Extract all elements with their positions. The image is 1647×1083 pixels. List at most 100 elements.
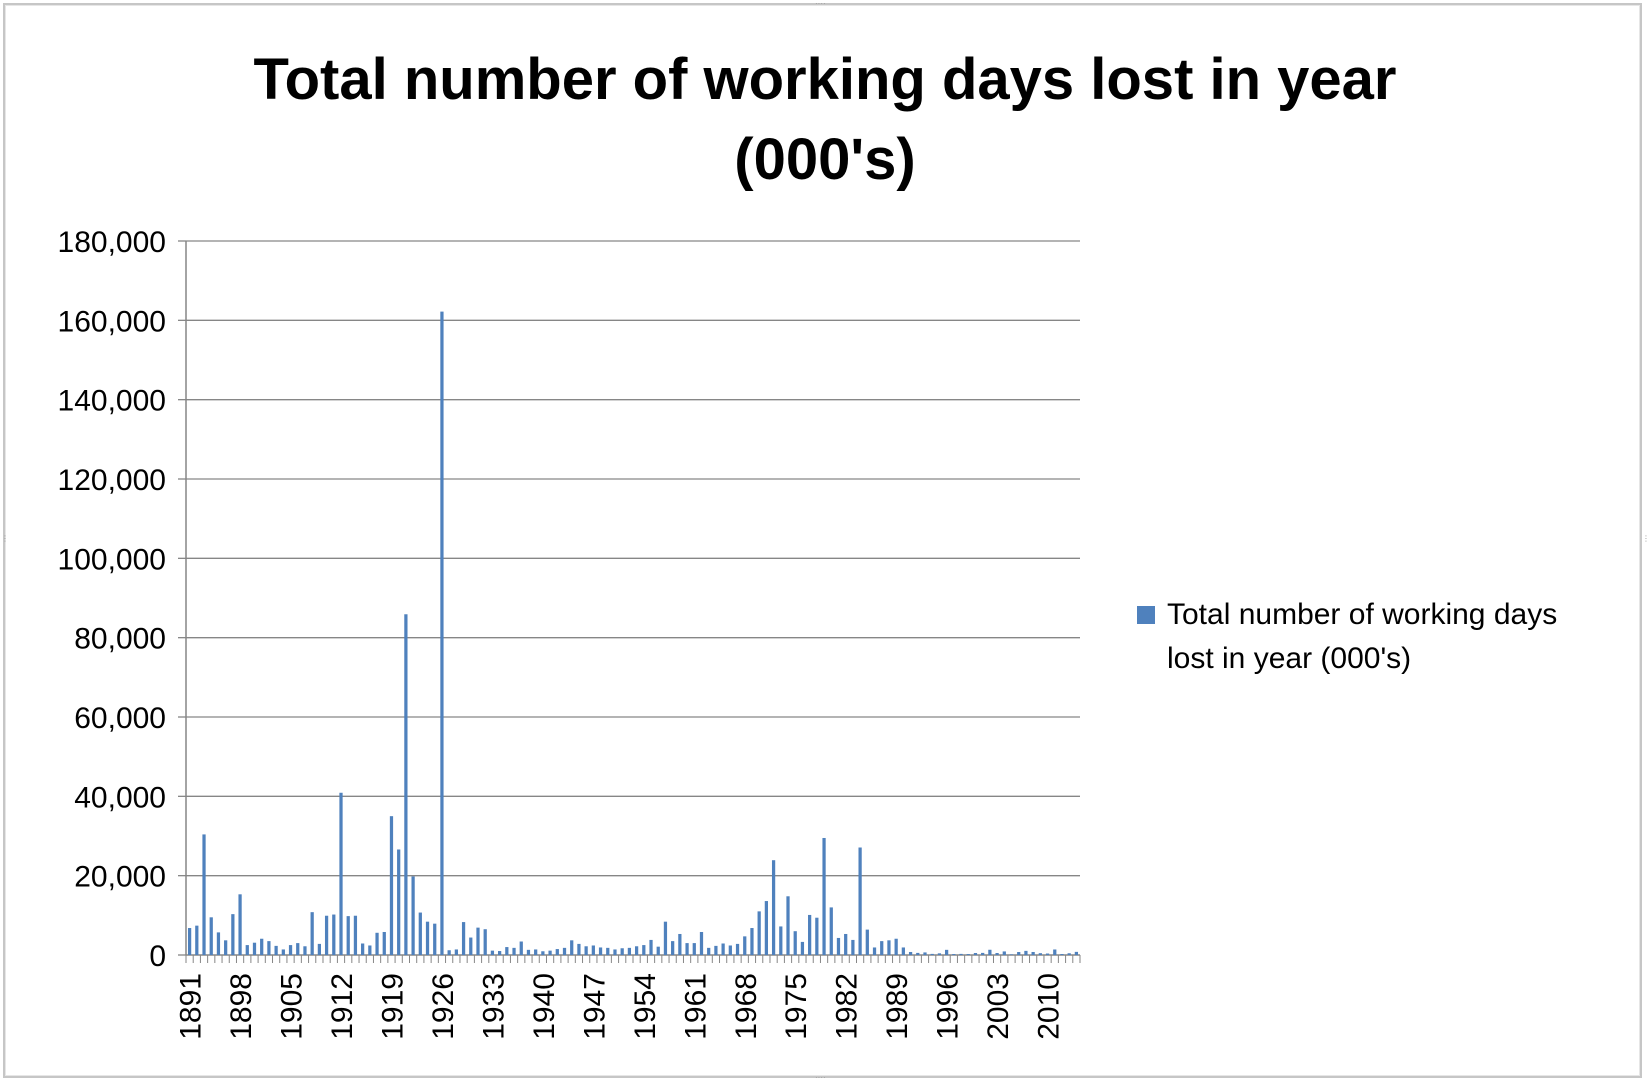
y-tick-label: 20,000 xyxy=(74,861,166,894)
bar xyxy=(224,940,228,955)
x-tick-label: 1982 xyxy=(831,973,864,1040)
bar xyxy=(649,939,653,955)
bar xyxy=(584,946,588,955)
bar xyxy=(1045,953,1050,955)
bar xyxy=(389,816,394,955)
y-tick-label: 160,000 xyxy=(58,305,166,338)
bar xyxy=(872,947,877,955)
bar xyxy=(714,945,718,955)
bar xyxy=(541,951,545,955)
legend-label-line-2: lost in year (000's) xyxy=(1167,642,1412,675)
bar xyxy=(880,941,884,955)
legend-label: Total number of working days lost in yea… xyxy=(1167,593,1617,681)
bar xyxy=(865,929,869,955)
bar xyxy=(656,946,660,955)
bar xyxy=(735,943,740,955)
bar xyxy=(894,938,898,955)
x-tick-label: 2010 xyxy=(1033,973,1066,1040)
bar xyxy=(310,912,314,955)
bar xyxy=(1031,951,1035,955)
bar xyxy=(598,947,603,955)
bar xyxy=(678,933,682,955)
x-tick-label: 1989 xyxy=(881,973,914,1040)
bar xyxy=(361,943,365,955)
bar xyxy=(793,931,797,955)
bar xyxy=(606,947,610,955)
bar xyxy=(570,940,574,955)
y-tick-label: 40,000 xyxy=(74,781,166,814)
bar xyxy=(685,943,689,955)
bar xyxy=(937,953,942,955)
resize-handle-top[interactable]: ···· xyxy=(815,0,826,8)
resize-handle-bottom[interactable]: ···· xyxy=(815,1073,826,1082)
y-tick-label: 120,000 xyxy=(58,464,166,497)
bar xyxy=(526,949,531,955)
bar xyxy=(411,876,415,955)
bar xyxy=(908,951,913,955)
bar xyxy=(375,932,379,955)
bar xyxy=(836,937,841,955)
y-tick-label: 180,000 xyxy=(58,226,166,259)
bar xyxy=(296,943,300,955)
bar xyxy=(353,915,358,955)
bar xyxy=(613,949,617,955)
bar xyxy=(728,945,732,955)
bar xyxy=(425,921,430,955)
resize-handle-right[interactable]: ⋮ xyxy=(1642,534,1647,543)
bar xyxy=(1053,949,1057,955)
bar xyxy=(252,942,257,955)
bar xyxy=(591,945,595,955)
bar xyxy=(534,949,538,955)
x-tick-label: 1975 xyxy=(780,973,813,1040)
bar xyxy=(995,953,999,955)
bar xyxy=(757,911,761,955)
bar xyxy=(692,943,696,955)
x-tick-label: 1891 xyxy=(175,973,208,1040)
bar xyxy=(368,945,372,955)
bar xyxy=(930,953,934,955)
bar xyxy=(548,950,552,955)
x-tick-label: 1926 xyxy=(427,973,460,1040)
bar xyxy=(497,951,502,955)
bar xyxy=(901,947,905,955)
chart-title-line-1: Total number of working days lost in yea… xyxy=(253,47,1397,112)
bar xyxy=(440,311,444,955)
x-tick-label: 1905 xyxy=(276,973,309,1040)
bar xyxy=(764,901,769,955)
chart-title-line-2: (000's) xyxy=(734,127,916,192)
bar xyxy=(303,946,307,955)
bar xyxy=(397,849,401,955)
bar xyxy=(476,927,480,955)
x-tick-label: 1996 xyxy=(932,973,965,1040)
resize-handle-left[interactable]: ⋮ xyxy=(1,534,9,543)
bar xyxy=(952,954,956,955)
bar xyxy=(786,896,790,955)
bar xyxy=(281,949,285,955)
bar xyxy=(981,952,985,955)
bar xyxy=(245,945,249,955)
bar xyxy=(844,933,848,955)
x-tick-label: 1961 xyxy=(679,973,712,1040)
bar xyxy=(382,931,386,955)
y-tick-label: 140,000 xyxy=(58,385,166,418)
bar xyxy=(779,926,783,955)
bar xyxy=(418,912,422,955)
legend-swatch xyxy=(1137,606,1155,624)
bar xyxy=(822,837,826,955)
bar xyxy=(187,928,192,955)
bar xyxy=(1067,953,1071,955)
bar xyxy=(642,945,646,955)
bar xyxy=(808,914,812,955)
bar xyxy=(916,952,920,955)
bar xyxy=(620,948,624,955)
y-tick-label: 100,000 xyxy=(58,543,166,576)
bar xyxy=(490,950,495,955)
bar xyxy=(750,928,754,955)
bar xyxy=(1060,954,1064,955)
bar xyxy=(699,931,704,955)
bar xyxy=(562,947,567,955)
y-tick-label: 80,000 xyxy=(74,623,166,656)
bar xyxy=(404,614,408,955)
bar xyxy=(195,925,199,955)
x-tick-label: 1919 xyxy=(376,973,409,1040)
